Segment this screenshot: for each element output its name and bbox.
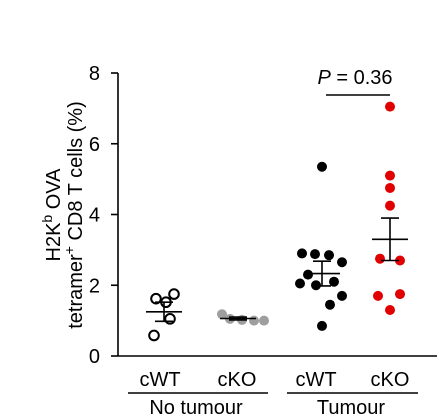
x-tick-label: cWT — [295, 369, 336, 391]
data-point — [303, 269, 313, 280]
group-2-points — [295, 161, 347, 331]
data-point — [217, 309, 227, 320]
data-point — [337, 290, 347, 301]
data-point — [395, 255, 405, 266]
data-point — [164, 313, 176, 325]
data-point — [385, 101, 395, 112]
y-axis-title-line1: H2Kb OVA — [39, 168, 65, 262]
data-point — [168, 288, 180, 300]
p-value-label: P = 0.36 — [317, 67, 392, 89]
data-point — [259, 315, 269, 326]
data-point — [395, 289, 405, 300]
data-point — [249, 315, 259, 326]
y-tick-label-8: 8 — [89, 63, 100, 85]
data-point — [324, 250, 334, 261]
data-point — [375, 253, 385, 264]
data-point — [385, 305, 395, 316]
condition-label: Tumour — [317, 397, 386, 418]
data-point — [337, 257, 347, 268]
x-tick-label: cKO — [371, 369, 410, 391]
y-ticks: 0 2 4 6 8 — [89, 63, 118, 368]
data-point — [373, 290, 383, 301]
y-tick-label-2: 2 — [89, 275, 100, 297]
group-0-points — [148, 288, 180, 342]
data-point — [385, 170, 395, 181]
data-point — [385, 182, 395, 193]
data-point — [329, 276, 339, 287]
group-3-points — [373, 101, 405, 316]
significance-annotation: P = 0.36 — [317, 67, 393, 96]
data-point — [325, 299, 335, 310]
y-axis-title-line2: tetramer+ CD8 T cells (%) — [61, 101, 87, 329]
data-marks — [146, 101, 408, 342]
y-axis-title: H2Kb OVA tetramer+ CD8 T cells (%) — [39, 101, 87, 329]
condition-label: No tumour — [149, 397, 243, 418]
data-point — [385, 200, 395, 211]
x-tick-label: cWT — [139, 369, 180, 391]
data-point — [295, 278, 305, 289]
data-point — [317, 320, 327, 331]
y-tick-label-0: 0 — [89, 346, 100, 368]
data-point — [310, 249, 320, 260]
data-point — [150, 292, 162, 305]
data-point — [148, 329, 160, 342]
data-point — [297, 248, 307, 259]
x-labels: cWT cKO cWT cKO No tumour Tumour — [128, 369, 418, 418]
y-tick-label-6: 6 — [89, 134, 100, 156]
data-point — [317, 161, 327, 172]
x-tick-label: cKO — [218, 369, 257, 391]
y-tick-label-4: 4 — [89, 205, 100, 227]
